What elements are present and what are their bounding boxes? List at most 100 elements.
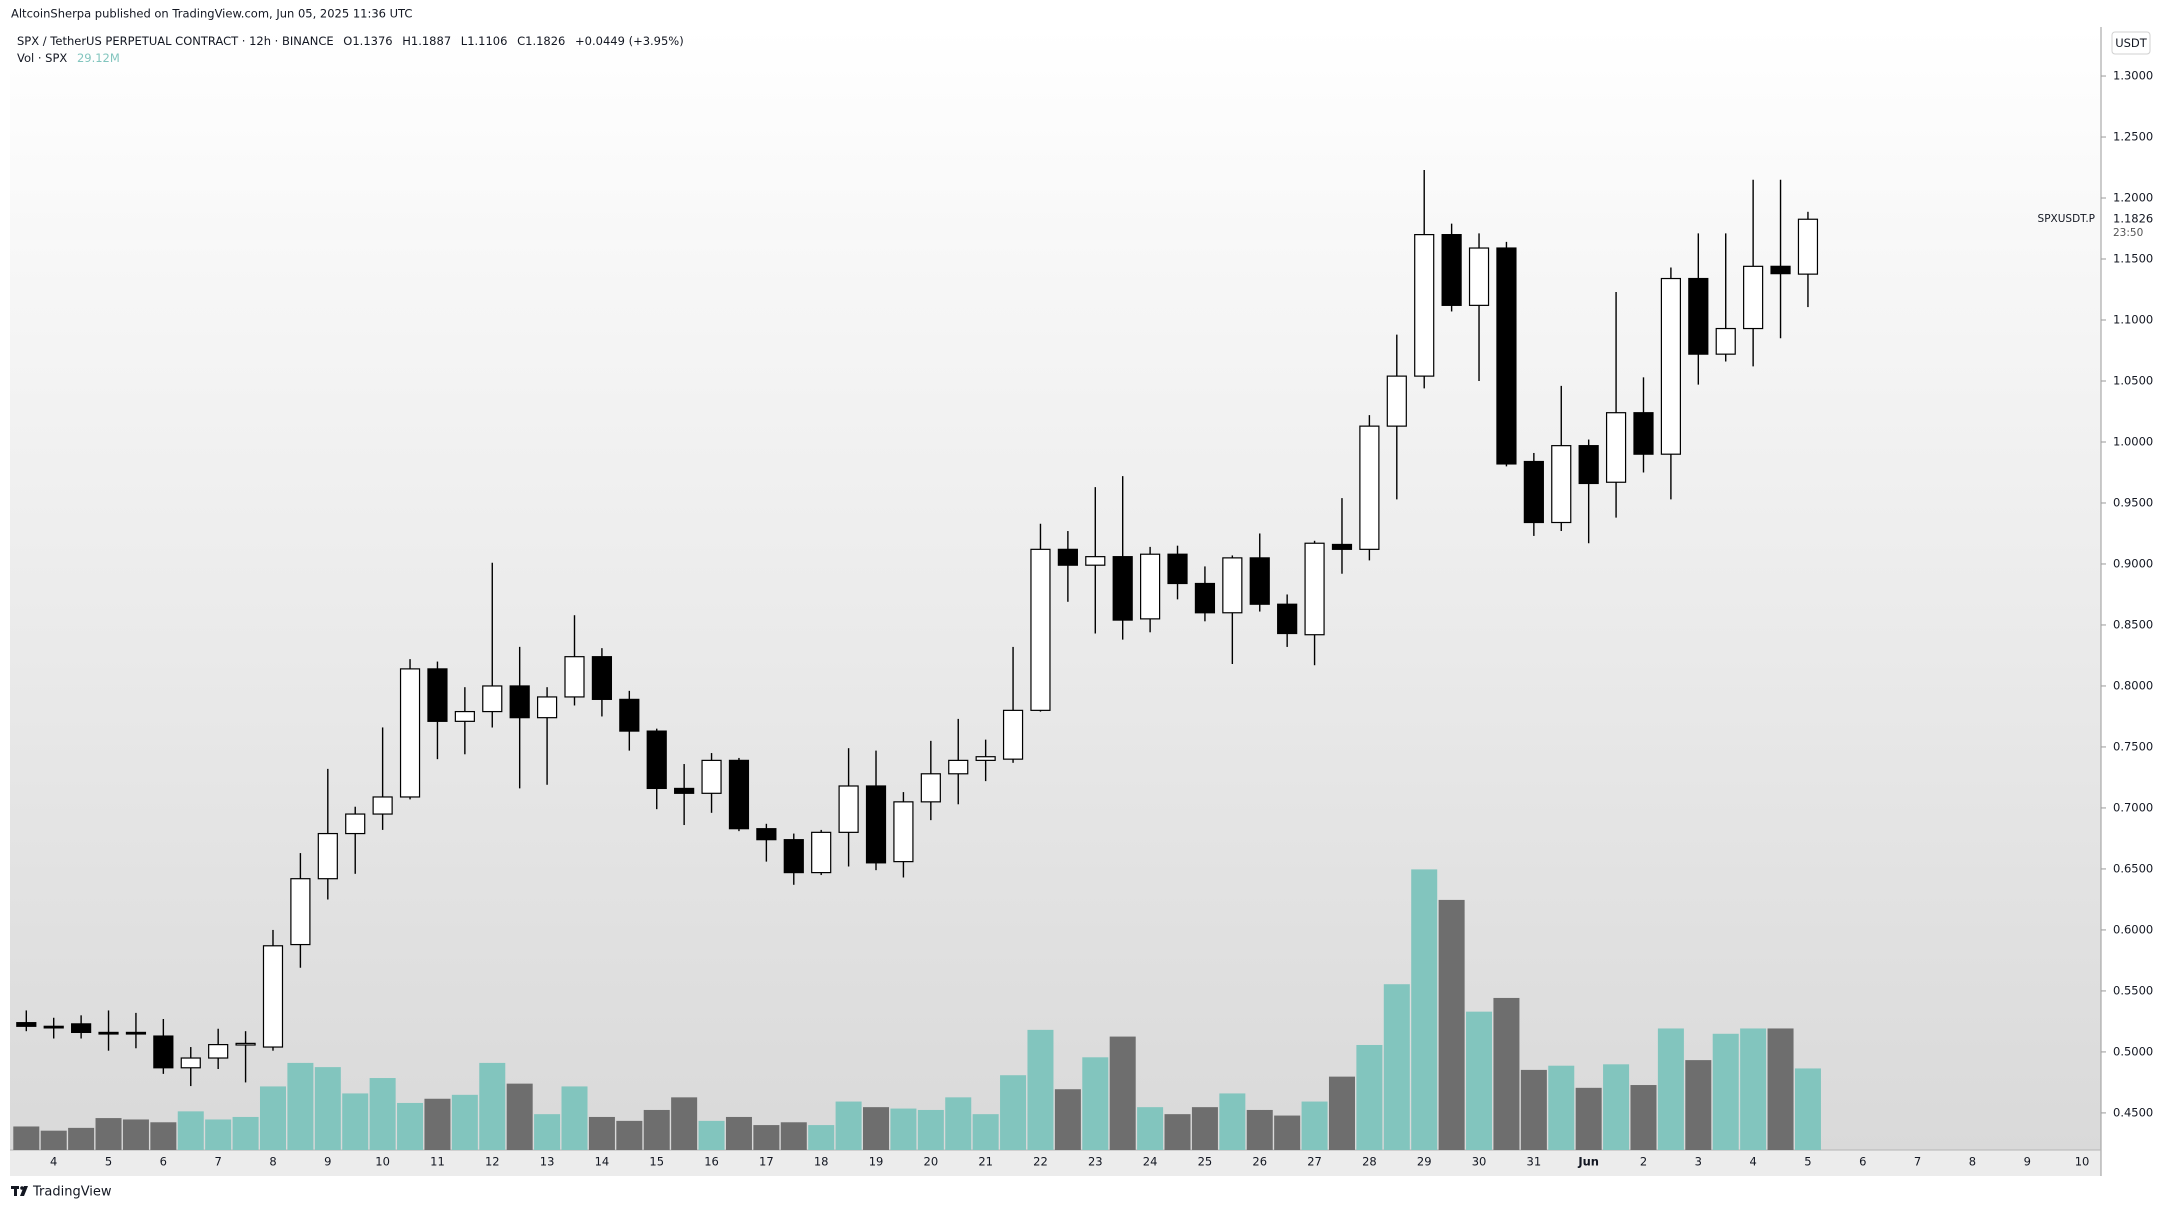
legend-open: O1.1376 — [343, 34, 392, 48]
volume-bar — [506, 1083, 533, 1150]
volume-bar — [1657, 1028, 1684, 1150]
brand: TradingView — [32, 1185, 112, 1200]
y-tick-label: 1.1000 — [2113, 313, 2153, 327]
volume-bar — [616, 1120, 643, 1150]
candle-body — [1085, 556, 1106, 566]
y-tick-label: 1.0000 — [2113, 434, 2153, 448]
x-tick-label: 23 — [1088, 1155, 1103, 1169]
currency-box[interactable] — [2111, 31, 2151, 55]
volume-bar — [1493, 997, 1520, 1150]
x-tick-label: 19 — [869, 1155, 884, 1169]
candle-body — [372, 796, 393, 815]
candle-body — [1605, 412, 1627, 483]
candle-body — [674, 787, 695, 794]
volume-bar — [1054, 1089, 1081, 1150]
candle-body — [98, 1031, 119, 1035]
volume-bar — [1246, 1109, 1273, 1150]
x-tick-label: 13 — [540, 1155, 555, 1169]
x-tick-label: 2 — [1640, 1155, 1647, 1169]
candle-body — [975, 756, 996, 761]
candle-body — [208, 1044, 229, 1059]
symbol-label: SPXUSDT.P — [2038, 213, 2095, 225]
candle-body — [1441, 234, 1462, 306]
candle-body — [16, 1022, 37, 1027]
volume-bar — [753, 1125, 780, 1150]
volume-bar — [835, 1101, 862, 1150]
candle-body — [865, 785, 887, 864]
volume-bar — [1466, 1011, 1493, 1150]
candle-body — [180, 1057, 201, 1069]
y-tick-label: 1.2500 — [2113, 130, 2153, 144]
candle-body — [646, 730, 667, 790]
x-tick-label: 14 — [595, 1155, 610, 1169]
volume-bar — [369, 1078, 396, 1150]
volume-bar — [1164, 1114, 1191, 1150]
candle-body — [1414, 234, 1435, 377]
x-tick-label: 12 — [485, 1155, 500, 1169]
candle-body — [1249, 557, 1270, 605]
volume-bar — [342, 1093, 369, 1150]
volume-bar — [1191, 1107, 1218, 1150]
volume-bar — [1575, 1087, 1602, 1150]
candle-body — [153, 1035, 174, 1069]
x-tick-label: 26 — [1252, 1155, 1267, 1169]
volume-bar — [1712, 1033, 1739, 1150]
legend-line: SPX / TetherUS PERPETUAL CONTRACT · 12h … — [17, 34, 684, 48]
volume-bar — [863, 1107, 890, 1150]
x-tick-label: 11 — [430, 1155, 445, 1169]
candle-body — [1578, 445, 1599, 485]
last-price: 1.1826 — [2113, 212, 2153, 226]
x-tick-label: 6 — [160, 1155, 167, 1169]
candle-body — [125, 1031, 147, 1035]
volume-bar — [13, 1126, 40, 1150]
volume-bar — [1740, 1028, 1767, 1150]
y-tick-label: 1.3000 — [2113, 69, 2153, 83]
candle-body — [619, 698, 640, 732]
candle-body — [920, 773, 941, 803]
volume-bar — [1356, 1044, 1383, 1150]
volume-bar — [314, 1067, 341, 1150]
y-tick-label: 0.5500 — [2113, 983, 2153, 997]
candle-body — [1551, 445, 1572, 524]
y-tick-label: 0.9500 — [2113, 495, 2153, 509]
countdown: 23:50 — [2113, 227, 2143, 239]
candle-body — [317, 832, 338, 880]
candle-body — [1496, 247, 1517, 465]
volume-bar — [95, 1118, 122, 1150]
x-tick-label: 10 — [2075, 1155, 2090, 1169]
publisher: AltcoinSherpa published on TradingView.c… — [11, 7, 412, 21]
volume-bar — [424, 1098, 451, 1150]
x-tick-label: 15 — [649, 1155, 664, 1169]
logo-shape — [14, 1186, 17, 1196]
y-tick-label: 1.1500 — [2113, 252, 2153, 266]
candle-body — [290, 878, 311, 946]
candle-body — [701, 759, 722, 794]
volume-bar — [122, 1119, 149, 1150]
volume-bar — [1000, 1075, 1027, 1150]
candle-body — [838, 785, 859, 833]
candle-body — [893, 801, 914, 863]
x-tick-label: 8 — [1969, 1155, 1976, 1169]
volume-bar — [1685, 1060, 1712, 1150]
candle-body — [1523, 460, 1544, 524]
candle-body — [728, 759, 750, 830]
volume-bar — [890, 1108, 917, 1150]
time-axis-strip — [10, 1150, 2101, 1176]
volume-bar — [205, 1119, 232, 1150]
volume-bar — [972, 1114, 999, 1150]
volume-bar — [643, 1109, 670, 1150]
volume-bar — [451, 1094, 478, 1150]
volume-bar — [1794, 1068, 1821, 1150]
candle-body — [811, 831, 832, 874]
y-tick-label: 0.8500 — [2113, 617, 2153, 631]
candle-body — [1222, 557, 1243, 614]
x-tick-label: 6 — [1859, 1155, 1866, 1169]
candle-body — [427, 668, 448, 722]
x-tick-label: 27 — [1307, 1155, 1322, 1169]
candle-body — [1386, 375, 1407, 427]
y-tick-label: 0.6500 — [2113, 861, 2153, 875]
candle-body — [399, 668, 421, 798]
volume-bar — [1274, 1115, 1301, 1150]
